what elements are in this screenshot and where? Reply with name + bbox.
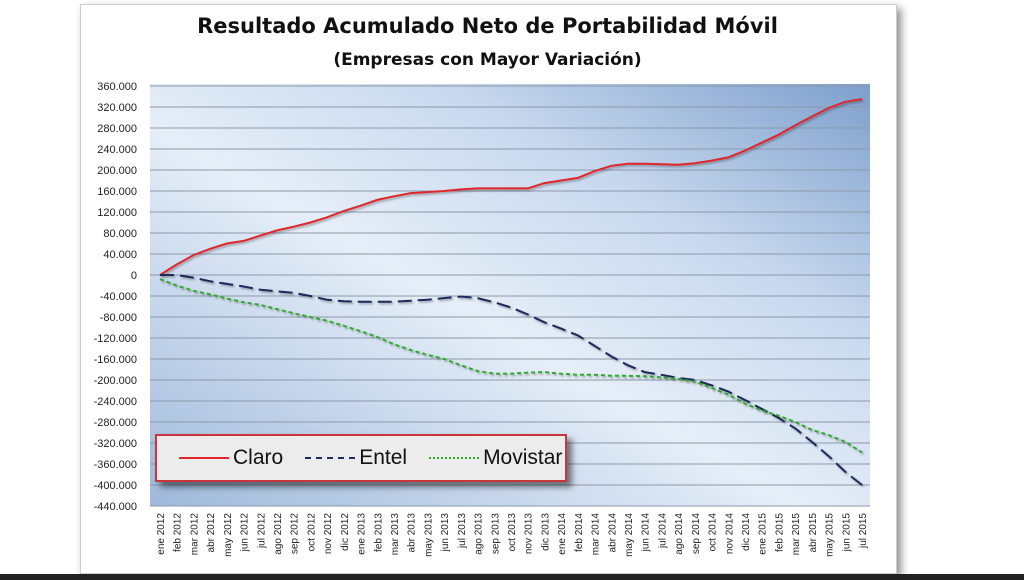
legend-item-entel: Entel — [305, 446, 407, 470]
y-tick-label: -440.000 — [94, 501, 137, 513]
x-tick-label: jun 2014 — [641, 513, 652, 553]
x-tick-label: may 2013 — [423, 513, 434, 557]
x-tick-label: nov 2012 — [323, 513, 334, 555]
x-tick-label: feb 2013 — [373, 513, 384, 552]
x-tick-label: may 2012 — [223, 513, 234, 557]
y-tick-label: 40.000 — [103, 249, 137, 261]
legend-item-movistar: Movistar — [429, 446, 562, 470]
y-tick-label: 160.000 — [97, 186, 137, 198]
y-tick-label: -40.000 — [100, 291, 137, 303]
legend: Claro Entel Movistar — [155, 434, 567, 482]
x-tick-label: ene 2012 — [156, 513, 167, 555]
x-tick-label: ene 2013 — [357, 513, 368, 555]
y-tick-label: 0 — [131, 270, 137, 282]
y-tick-label: -160.000 — [94, 354, 137, 366]
x-tick-label: feb 2014 — [574, 513, 585, 552]
y-tick-label: -240.000 — [94, 396, 137, 408]
y-tick-label: 200.000 — [97, 165, 137, 177]
x-tick-label: mar 2015 — [791, 513, 802, 556]
x-tick-label: nov 2014 — [724, 513, 735, 555]
x-tick-label: jul 2013 — [457, 513, 468, 549]
legend-swatch — [179, 457, 229, 459]
x-tick-label: jul 2012 — [256, 513, 267, 549]
y-tick-label: 280.000 — [97, 123, 137, 135]
x-tick-label: mar 2013 — [390, 513, 401, 556]
x-tick-label: oct 2013 — [507, 513, 518, 552]
x-tick-label: dic 2012 — [340, 513, 351, 551]
x-tick-label: feb 2012 — [173, 513, 184, 552]
x-tick-label: jul 2015 — [858, 513, 869, 549]
x-tick-label: abr 2012 — [206, 513, 217, 553]
x-tick-label: sep 2013 — [490, 513, 501, 555]
x-tick-label: ago 2012 — [273, 513, 284, 555]
y-tick-label: 360.000 — [97, 81, 137, 93]
x-tick-label: ago 2014 — [674, 513, 685, 555]
y-tick-label: -280.000 — [94, 417, 137, 429]
x-tick-label: dic 2014 — [741, 513, 752, 551]
x-tick-label: ene 2015 — [758, 513, 769, 555]
y-tick-label: -360.000 — [94, 459, 137, 471]
bottom-bar — [0, 574, 1024, 580]
y-tick-label: 80.000 — [103, 228, 137, 240]
legend-label: Entel — [359, 446, 408, 469]
y-tick-label: -400.000 — [94, 480, 137, 492]
x-tick-label: abr 2014 — [607, 513, 618, 553]
x-tick-label: oct 2014 — [708, 513, 719, 552]
chart-subtitle: (Empresas con Mayor Variación) — [333, 50, 642, 70]
x-tick-label: jul 2014 — [657, 513, 668, 549]
y-tick-label: -80.000 — [100, 312, 137, 324]
x-tick-label: ene 2014 — [557, 513, 568, 555]
x-tick-label: jun 2012 — [240, 513, 251, 553]
x-tick-label: jun 2013 — [440, 513, 451, 553]
x-tick-label: mar 2012 — [189, 513, 200, 556]
x-tick-label: dic 2013 — [540, 513, 551, 551]
x-tick-label: mar 2014 — [591, 513, 602, 556]
legend-item-claro: Claro — [179, 446, 283, 470]
x-tick-label: abr 2013 — [407, 513, 418, 553]
x-tick-label: may 2015 — [825, 513, 836, 557]
x-tick-label: nov 2013 — [524, 513, 535, 555]
x-tick-label: sep 2014 — [691, 513, 702, 555]
y-tick-label: -200.000 — [94, 375, 137, 387]
legend-swatch — [429, 457, 480, 459]
y-tick-label: -120.000 — [94, 333, 137, 345]
legend-label: Claro — [233, 446, 284, 469]
y-tick-label: -320.000 — [94, 438, 137, 450]
legend-label: Movistar — [483, 446, 563, 469]
x-tick-label: feb 2015 — [774, 513, 785, 552]
x-tick-label: jun 2015 — [841, 513, 852, 553]
x-tick-label: sep 2012 — [290, 513, 301, 555]
x-tick-label: ago 2013 — [474, 513, 485, 555]
y-tick-label: 240.000 — [97, 144, 137, 156]
y-tick-label: 120.000 — [97, 207, 137, 219]
x-tick-label: abr 2015 — [808, 513, 819, 553]
chart-title: Resultado Acumulado Neto de Portabilidad… — [197, 14, 778, 38]
x-tick-label: may 2014 — [624, 513, 635, 557]
legend-swatch — [305, 457, 356, 459]
x-tick-label: oct 2012 — [306, 513, 317, 552]
y-tick-label: 320.000 — [97, 102, 137, 114]
